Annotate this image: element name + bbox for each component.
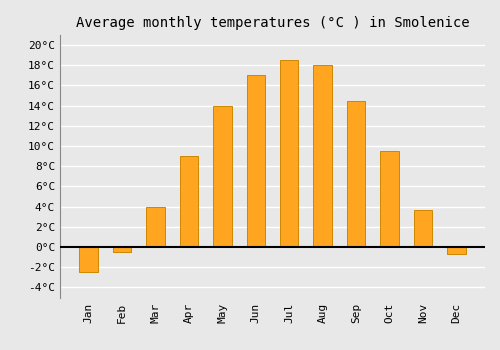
Bar — [246, 75, 265, 247]
Bar — [213, 106, 232, 247]
Bar — [414, 210, 432, 247]
Bar — [280, 60, 298, 247]
Bar — [146, 206, 165, 247]
Bar — [314, 65, 332, 247]
Bar — [347, 101, 366, 247]
Bar — [180, 156, 198, 247]
Bar — [448, 247, 466, 254]
Bar — [380, 151, 399, 247]
Bar — [80, 247, 98, 272]
Bar — [113, 247, 131, 252]
Title: Average monthly temperatures (°C ) in Smolenice: Average monthly temperatures (°C ) in Sm… — [76, 16, 469, 30]
